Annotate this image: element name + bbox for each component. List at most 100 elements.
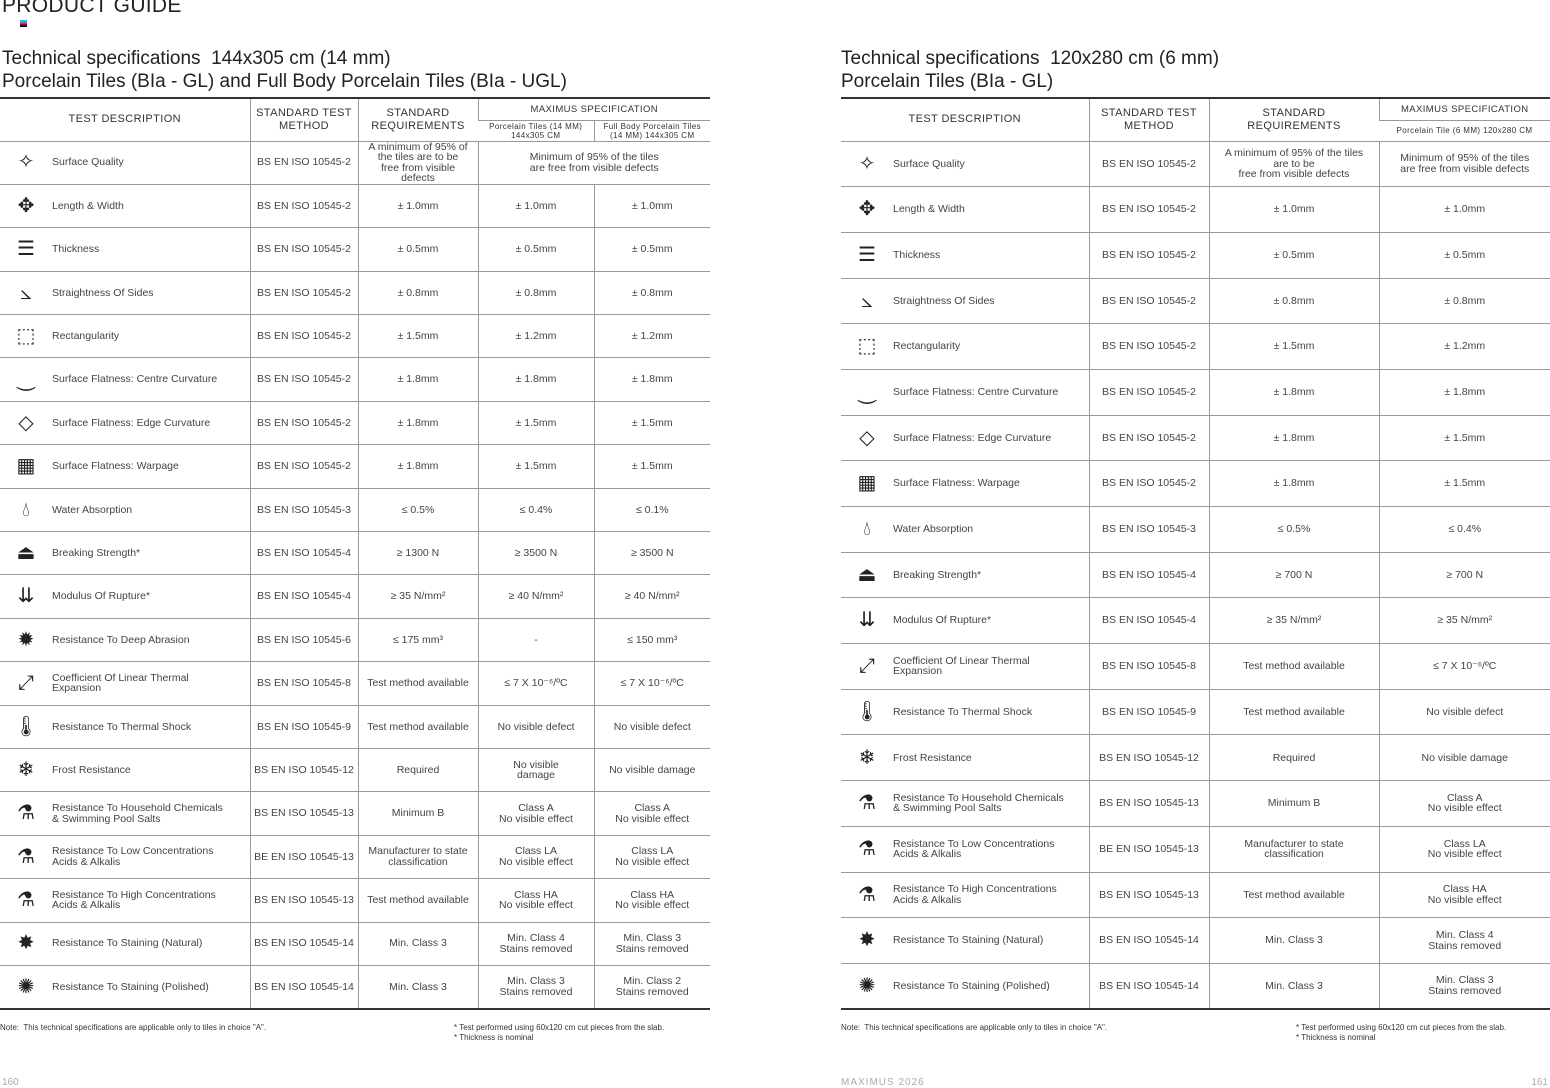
test-description-label: Thickness [52, 243, 100, 256]
color-bar-mark [20, 20, 27, 27]
test-description-label: Resistance To Low Concentrations Acids &… [52, 845, 214, 868]
test-method-cell: BS EN ISO 10545-14 [249, 965, 358, 1010]
test-description-cell: ✸ Resistance To Staining (Natural) [841, 917, 1089, 964]
test-description-label: Breaking Strength* [893, 568, 982, 581]
test-method-cell: BS EN ISO 10545-14 [1088, 917, 1209, 964]
maximus-spec-cell: ± 1.5mm [1378, 415, 1550, 462]
standard-requirement-cell: ± 0.5mm [357, 227, 478, 272]
standard-requirement-cell: Min. Class 3 [357, 922, 478, 966]
test-method-cell: BS EN ISO 10545-9 [1088, 689, 1209, 736]
pressure-arrows-icon: ⇊ [858, 609, 876, 632]
header-standard-requirements: STANDARD REQUIREMENTS [357, 98, 478, 142]
standard-requirement-cell: ≥ 35 N/mm² [1208, 597, 1379, 645]
test-tube-icon: ⚗ [17, 845, 35, 868]
maximus-spec-cell: ≤ 0.4% [1378, 506, 1550, 553]
maximus-spec-cell: Min. Class 4 Stains removed [477, 922, 594, 966]
test-description-cell: ⏏ Breaking Strength* [841, 552, 1089, 599]
table-row: ✸ Resistance To Staining (Natural) BS EN I… [0, 922, 711, 966]
stain-polished-icon: ✺ [17, 975, 35, 998]
standard-requirement-cell: ± 1.5mm [357, 314, 478, 359]
table-row: ✸ Resistance To Staining (Natural) BS EN I… [841, 917, 1550, 964]
test-method-cell: BS EN ISO 10545-14 [249, 922, 358, 966]
maximus-spec-cell: No visible damage [593, 748, 711, 793]
test-description-label: Surface Flatness: Warpage [52, 460, 179, 473]
table-row: ⚗ Resistance To Low Concentrations Acids … [841, 826, 1550, 873]
maximus-spec-cell: ± 1.8mm [1378, 369, 1550, 416]
test-method-cell: BS EN ISO 10545-2 [249, 184, 358, 229]
water-drop-icon: 💧︎ [863, 518, 871, 541]
test-description-cell: ✸ Resistance To Staining (Natural) [0, 922, 250, 966]
maximus-spec-cell: ≤ 0.1% [593, 488, 711, 533]
test-method-cell: BS EN ISO 10545-2 [1088, 278, 1209, 325]
chemical-drop-icon: ⚗ [17, 802, 35, 825]
test-method-cell: BS EN ISO 10545-4 [1088, 597, 1209, 645]
maximus-spec-cell: ± 0.5mm [477, 227, 594, 272]
standard-requirement-cell: ± 1.5mm [1208, 323, 1379, 370]
test-description-label: Rectangularity [52, 330, 120, 342]
test-description-cell: ⚗ Resistance To Low Concentrations Acids … [841, 826, 1089, 873]
maximus-spec-cell: Min. Class 3 Stains removed [593, 922, 711, 966]
test-description-label: Surface Flatness: Centre Curvature [52, 373, 218, 386]
test-description-cell: ✥ Length & Width [0, 184, 250, 229]
test-description-cell: ◇ Surface Flatness: Edge Curvature [841, 415, 1089, 462]
test-description-label: Surface Flatness: Edge Curvature [52, 416, 211, 429]
thermometer-icon: 🌡︎ [13, 715, 39, 738]
maximus-spec-cell: ± 1.0mm [477, 184, 594, 229]
test-description-label: Resistance To Deep Abrasion [52, 633, 190, 646]
test-description-label: Coefficient Of Linear Thermal Expansion [52, 671, 189, 695]
test-method-cell: BS EN ISO 10545-2 [1088, 369, 1209, 416]
curve-icon: ⏝ [857, 381, 877, 404]
test-description-cell: ✹ Resistance To Deep Abrasion [0, 618, 250, 663]
table-row: ✺ Resistance To Staining (Polished) BS EN … [0, 965, 711, 1010]
test-description-cell: ⦣ Straightness Of Sides [841, 278, 1089, 325]
standard-requirement-cell: ± 1.8mm [357, 357, 478, 402]
maximus-spec-cell: Class LA No visible effect [593, 835, 711, 880]
stain-icon: ✸ [858, 929, 876, 952]
maximus-spec-cell: ± 1.0mm [593, 184, 711, 229]
maximus-spec-cell: ± 1.2mm [477, 314, 594, 359]
test-tube-icon: ⚗ [858, 837, 876, 860]
standard-requirement-cell: Required [357, 748, 478, 793]
standard-requirement-cell: ± 1.8mm [1208, 460, 1379, 507]
test-method-cell: BS EN ISO 10545-12 [1088, 734, 1209, 782]
maximus-spec-cell: Minimum of 95% of the tiles are free fro… [477, 141, 711, 185]
maximus-spec-cell: No visible damage [1378, 734, 1550, 782]
test-description-cell: ⇊ Modulus Of Rupture* [841, 597, 1089, 645]
maximus-spec-cell: Min. Class 4 Stains removed [1378, 917, 1550, 964]
test-method-cell: BE EN ISO 10545-13 [1088, 826, 1209, 873]
test-description-cell: ⏝ Surface Flatness: Centre Curvature [0, 357, 250, 402]
test-method-cell: BS EN ISO 10545-12 [249, 748, 358, 793]
test-description-label: Modulus Of Rupture* [52, 590, 151, 603]
test-method-cell: BE EN ISO 10545-13 [249, 835, 358, 880]
header-standard-test-method: STANDARD TEST METHOD [249, 98, 358, 142]
test-description-label: Resistance To Low Concentrations Acids &… [893, 837, 1055, 861]
curve-icon: ⏝ [16, 368, 36, 391]
standard-requirement-cell: ± 1.8mm [357, 401, 478, 446]
test-description-cell: ⏏ Breaking Strength* [0, 531, 250, 576]
stain-polished-icon: ✺ [858, 974, 876, 997]
test-tube-spill-icon: ⚗ [17, 889, 35, 912]
standard-requirement-cell: ± 1.8mm [1208, 415, 1379, 462]
test-method-cell: BS EN ISO 10545-13 [1088, 872, 1209, 919]
test-description-label: Rectangularity [893, 340, 961, 353]
dashed-rect-icon: ⬚ [857, 335, 877, 358]
test-method-cell: BS EN ISO 10545-2 [1088, 141, 1209, 188]
test-description-cell: ☰ Thickness [0, 227, 250, 272]
maximus-spec-cell: Class A No visible effect [477, 791, 594, 836]
test-description-cell: ⇊ Modulus Of Rupture* [0, 574, 250, 619]
table-row: 🌡︎ Resistance To Thermal Shock BS EN ISO 1… [841, 689, 1550, 736]
test-description-label: Frost Resistance [893, 751, 972, 764]
maximus-spec-cell: ≤ 0.4% [477, 488, 594, 533]
test-method-cell: BS EN ISO 10545-2 [1088, 415, 1209, 462]
maximus-spec-cell: Class HA No visible effect [1378, 872, 1550, 919]
table-row: ⤢ Coefficient Of Linear Thermal Expansion… [0, 661, 711, 706]
standard-requirement-cell: ≥ 700 N [1208, 552, 1379, 599]
test-description-label: Water Absorption [52, 503, 133, 516]
header-standard-test-method: STANDARD TEST METHOD [1088, 98, 1209, 142]
table-row: ✺ Resistance To Staining (Polished) BS EN … [841, 963, 1550, 1010]
standard-requirement-cell: ± 1.0mm [1208, 186, 1379, 233]
test-description-cell: ⚗ Resistance To Low Concentrations Acids … [0, 835, 250, 880]
maximus-spec-cell: Minimum of 95% of the tiles are free fro… [1378, 141, 1550, 188]
left-footnote: * Test performed using 60x120 cm cut pie… [454, 1023, 665, 1042]
maximus-spec-cell: ≥ 40 N/mm² [477, 574, 594, 619]
